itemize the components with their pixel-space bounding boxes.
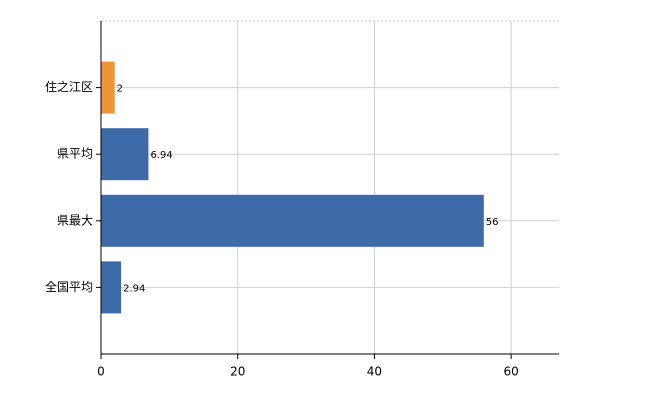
x-tick-label: 60	[504, 365, 519, 379]
value-label: 6.94	[150, 150, 172, 161]
x-tick-label: 20	[230, 365, 245, 379]
value-label: 2.94	[123, 283, 145, 294]
y-tick-label: 県最大	[57, 213, 93, 227]
y-tick-label: 全国平均	[45, 279, 93, 294]
y-tick-label: 県平均	[57, 147, 93, 161]
bar	[101, 261, 122, 314]
value-label: 56	[486, 217, 499, 228]
bar	[101, 194, 484, 247]
bar	[101, 61, 115, 114]
value-label: 2	[117, 84, 123, 95]
x-tick-label: 40	[367, 365, 382, 379]
y-tick-label: 住之江区	[45, 80, 93, 94]
bar	[101, 128, 149, 181]
x-tick-label: 0	[97, 365, 105, 379]
